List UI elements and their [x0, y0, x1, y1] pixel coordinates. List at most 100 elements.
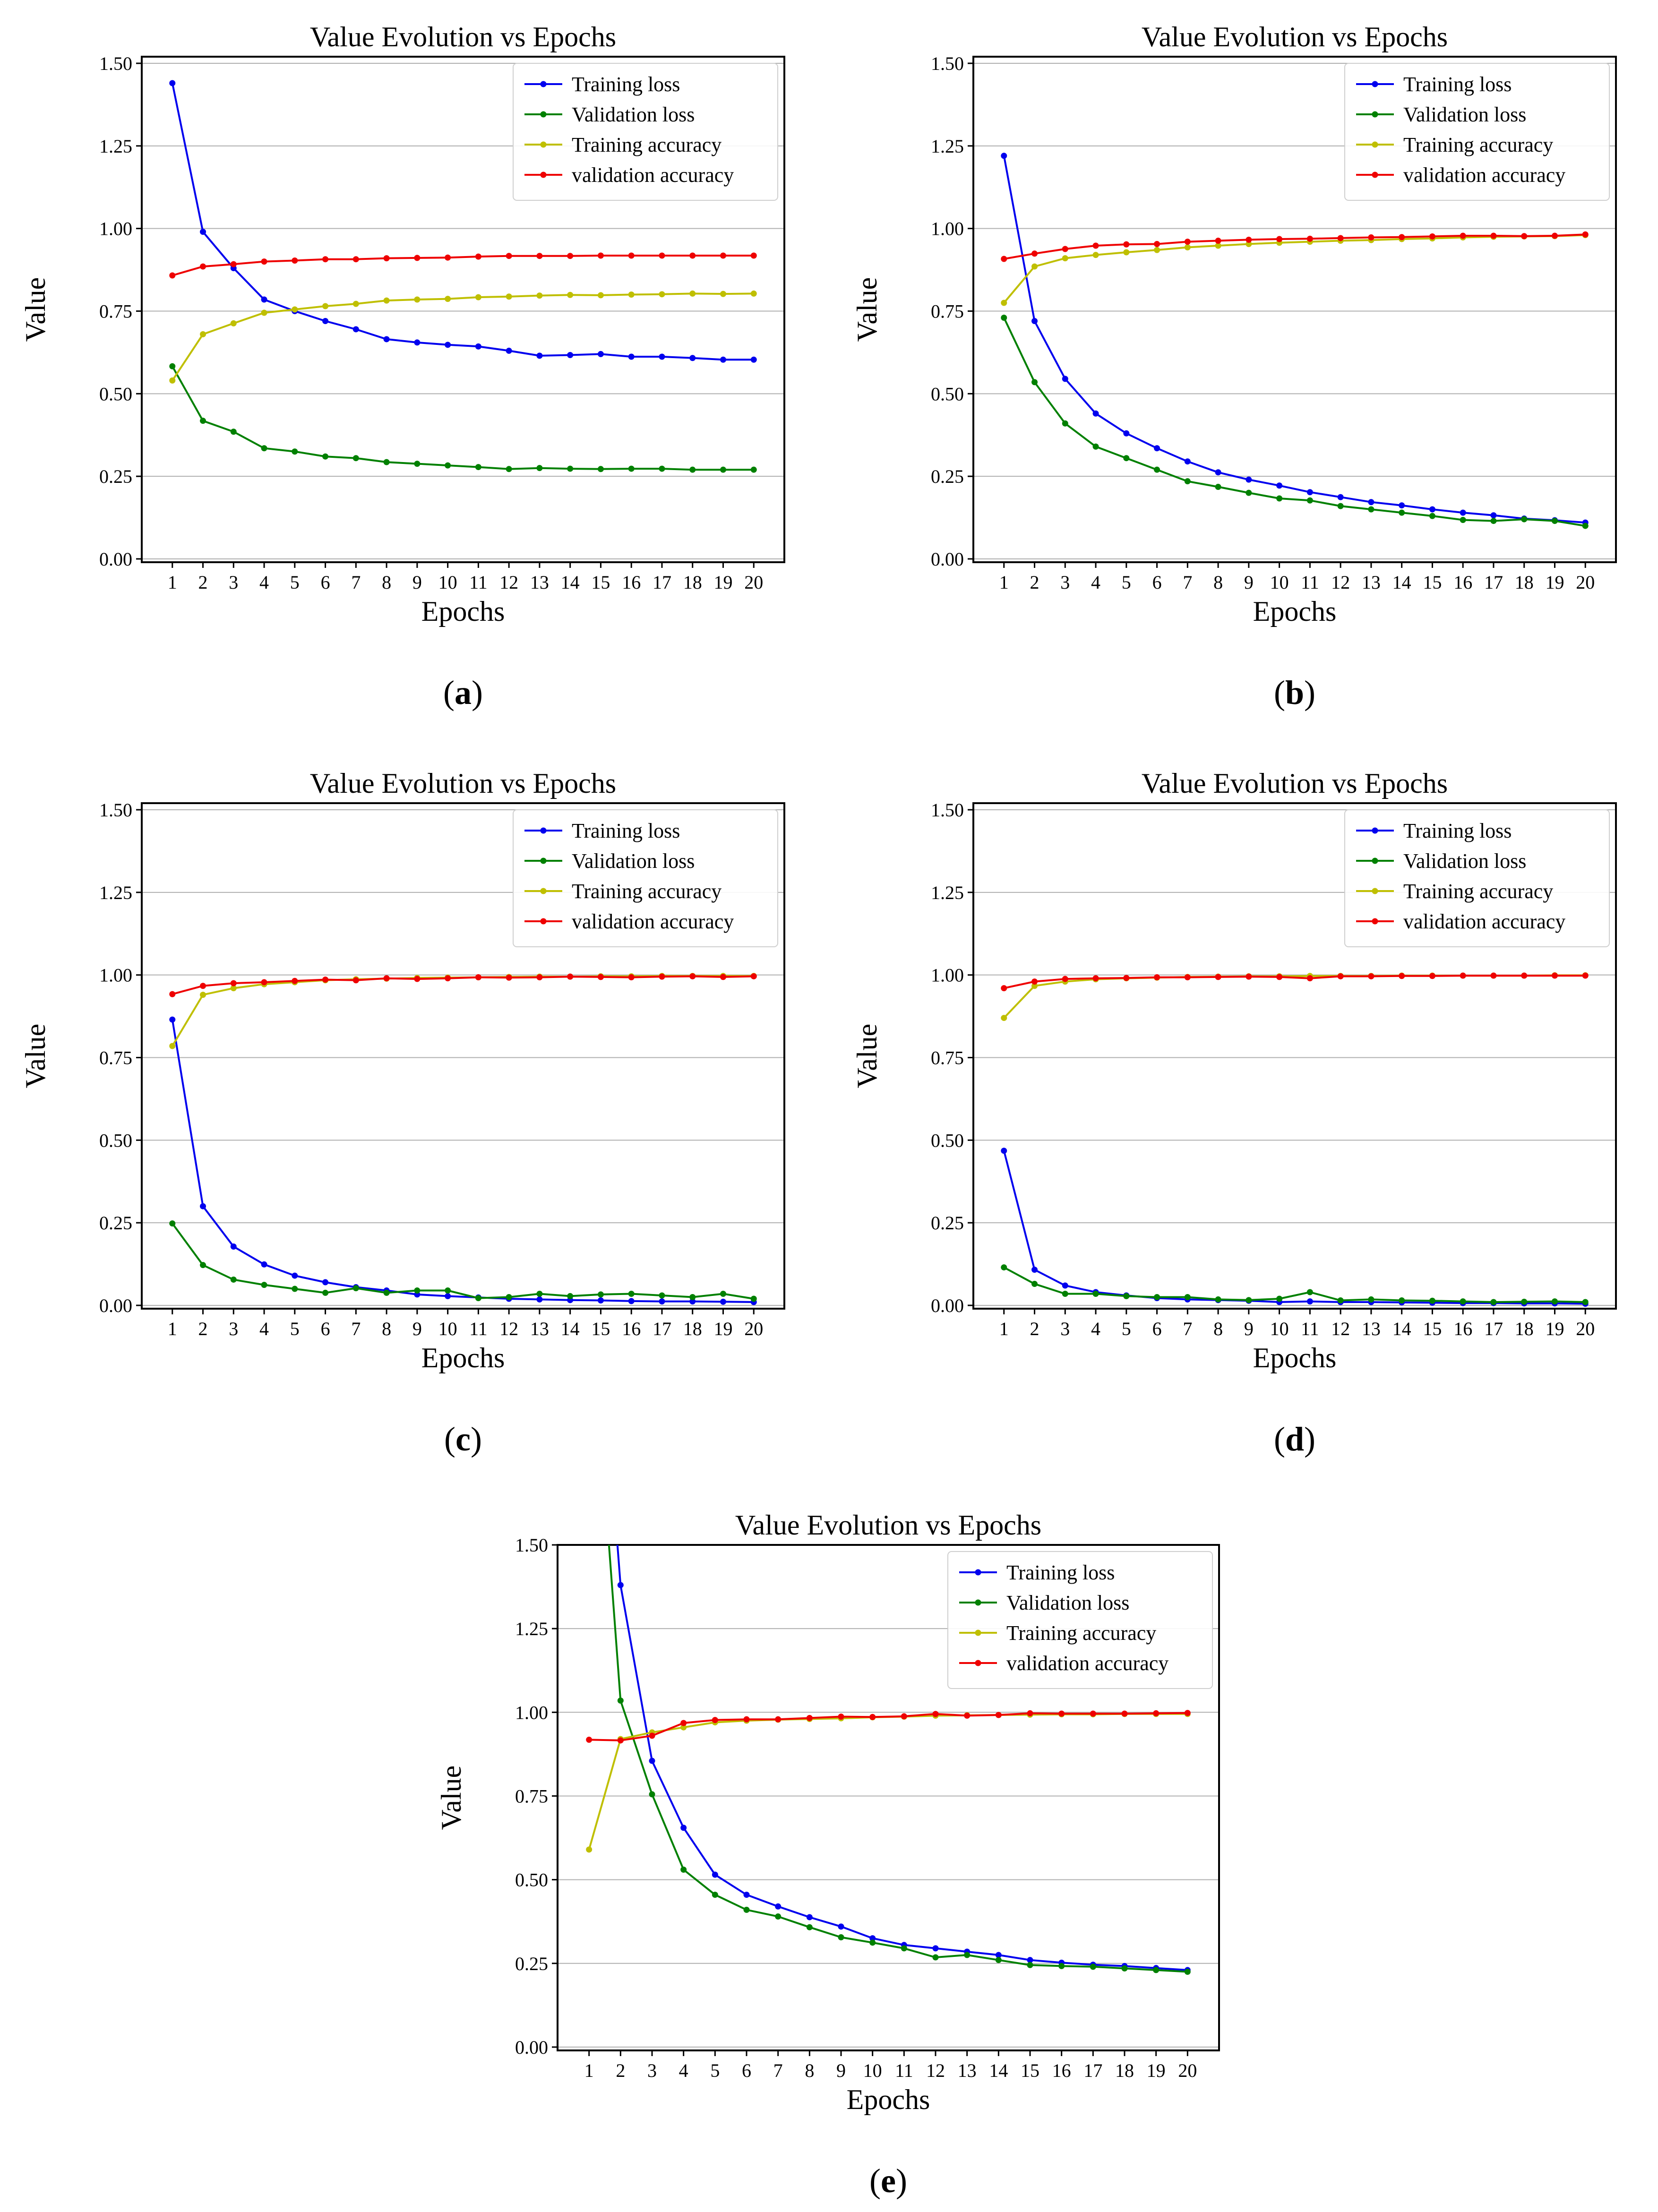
y-tick-label: 0.75 — [99, 1047, 132, 1068]
series-line-validation-loss — [172, 366, 754, 471]
series-line-training-loss — [1003, 1150, 1586, 1305]
data-point-validation-accuracy — [659, 973, 665, 980]
x-tick-label: 17 — [653, 1318, 671, 1339]
x-tick-label: 3 — [229, 1318, 238, 1339]
data-point-validation-loss — [1399, 1297, 1405, 1304]
legend-entry-label: Training loss — [572, 819, 680, 842]
chart-e: 0.000.250.500.751.001.251.501 2 3 4 5 6 7 8 9 10 1… — [436, 1509, 1220, 2200]
data-point-validation-loss — [445, 462, 451, 469]
x-tick-label: 7 — [1183, 1318, 1192, 1339]
x-tick-label: 18 — [1515, 1318, 1534, 1339]
data-point-training-loss — [445, 342, 451, 348]
data-point-validation-accuracy — [720, 252, 726, 259]
data-point-validation-accuracy — [1092, 242, 1099, 249]
data-point-validation-accuracy — [445, 254, 451, 261]
legend-box — [513, 809, 778, 947]
subfigure-letter: e — [881, 2162, 896, 2200]
x-tick-label: 18 — [1115, 2060, 1134, 2081]
data-point-validation-accuracy — [1582, 972, 1589, 979]
plot-frame — [557, 1544, 1220, 2051]
x-tick-label: 8 — [1213, 1318, 1223, 1339]
data-point-training-loss — [1031, 1266, 1038, 1273]
series-line-validation-loss — [1003, 317, 1586, 527]
data-point-training-loss — [261, 296, 267, 303]
data-point-validation-loss — [352, 455, 359, 462]
data-point-validation-loss — [1368, 506, 1375, 513]
x-tick-label: 19 — [1545, 572, 1564, 593]
data-point-validation-accuracy — [1551, 972, 1558, 979]
data-point-validation-accuracy — [475, 253, 481, 260]
data-point-training-loss — [689, 355, 696, 361]
y-tick-label: 1.00 — [931, 965, 964, 986]
plot-frame — [972, 56, 1617, 563]
data-point-validation-loss — [1460, 1298, 1466, 1305]
data-point-training-loss — [617, 1582, 624, 1588]
y-tick-label: 1.50 — [99, 53, 132, 74]
x-tick-label: 1 — [999, 572, 1009, 593]
data-point-validation-loss — [261, 1282, 267, 1288]
data-point-training-loss — [775, 1903, 782, 1910]
data-point-validation-loss — [322, 1289, 329, 1296]
data-point-validation-loss — [1306, 497, 1313, 504]
x-tick-label: 10 — [1270, 572, 1289, 593]
y-tick-label: 1.25 — [931, 136, 964, 157]
data-point-validation-accuracy — [964, 1712, 971, 1719]
subfigure-letter: a — [455, 674, 472, 712]
legend-box — [1344, 63, 1610, 201]
legend-marker — [540, 857, 547, 864]
y-tick-label: 1.25 — [99, 136, 132, 157]
y-axis-label: Value — [851, 1024, 883, 1089]
data-point-validation-accuracy — [230, 261, 237, 267]
data-point-training-accuracy — [536, 292, 543, 299]
y-tick-label: 0.50 — [515, 1869, 548, 1891]
y-tick-label: 1.25 — [99, 882, 132, 903]
data-point-training-accuracy — [1184, 244, 1191, 251]
data-point-validation-accuracy — [617, 1737, 624, 1744]
x-tick-label: 6 — [321, 1318, 330, 1339]
data-point-validation-accuracy — [1399, 234, 1405, 240]
x-tick-label: 6 — [1152, 572, 1162, 593]
data-point-validation-loss — [649, 1791, 655, 1798]
legend: Training loss Validation loss Training acc… — [1344, 63, 1610, 201]
x-tick-label: 9 — [412, 572, 422, 593]
series-line-validation-accuracy — [172, 255, 754, 276]
data-point-training-loss — [1306, 489, 1313, 496]
data-point-training-accuracy — [475, 294, 481, 300]
chart-panel-d: 0.00 0.25 0.50 0.75 1.00 1.25 1.50 1 2 3 4 5 6 7 8 9 10 1… — [839, 746, 1642, 1458]
legend-entry-label: Training accuracy — [1403, 133, 1553, 156]
subfigure-letter: d — [1285, 1420, 1304, 1458]
x-tick-label: 2 — [1030, 572, 1039, 593]
x-tick-label: 19 — [713, 572, 732, 593]
legend-marker — [1372, 141, 1378, 148]
data-point-validation-loss — [322, 453, 329, 460]
series-group — [169, 973, 757, 1305]
data-point-validation-accuracy — [1123, 975, 1130, 981]
data-point-validation-accuracy — [322, 976, 329, 983]
x-tick-label: 10 — [1270, 1318, 1289, 1339]
x-tick-label: 6 — [742, 2060, 751, 2081]
x-tick-label: 9 — [412, 1318, 422, 1339]
chart-title: Value Evolution vs Epochs — [310, 21, 616, 52]
data-point-validation-loss — [1337, 1297, 1344, 1304]
y-tick-label: 1.50 — [515, 1535, 548, 1556]
legend: Training loss Validation loss Training acc… — [513, 63, 778, 201]
data-point-validation-accuracy — [414, 255, 421, 261]
y-axis-label: Value — [436, 1766, 467, 1830]
data-point-training-accuracy — [261, 309, 267, 316]
data-point-training-accuracy — [506, 293, 512, 300]
data-point-training-loss — [536, 1296, 543, 1303]
subfigure-caption: (b) — [1274, 674, 1315, 712]
data-point-validation-accuracy — [292, 977, 298, 984]
data-point-validation-accuracy — [1184, 974, 1191, 981]
data-point-validation-accuracy — [261, 979, 267, 986]
x-tick-label: 5 — [290, 572, 300, 593]
data-point-training-accuracy — [567, 292, 574, 298]
x-tick-label: 20 — [744, 572, 763, 593]
data-point-validation-accuracy — [1306, 235, 1313, 242]
data-point-validation-loss — [383, 1289, 390, 1296]
data-point-training-loss — [628, 1298, 635, 1304]
series-group — [169, 80, 757, 473]
series-line-training-loss — [171, 83, 754, 361]
data-point-validation-accuracy — [200, 983, 206, 989]
y-tick-label: 1.50 — [931, 799, 964, 821]
